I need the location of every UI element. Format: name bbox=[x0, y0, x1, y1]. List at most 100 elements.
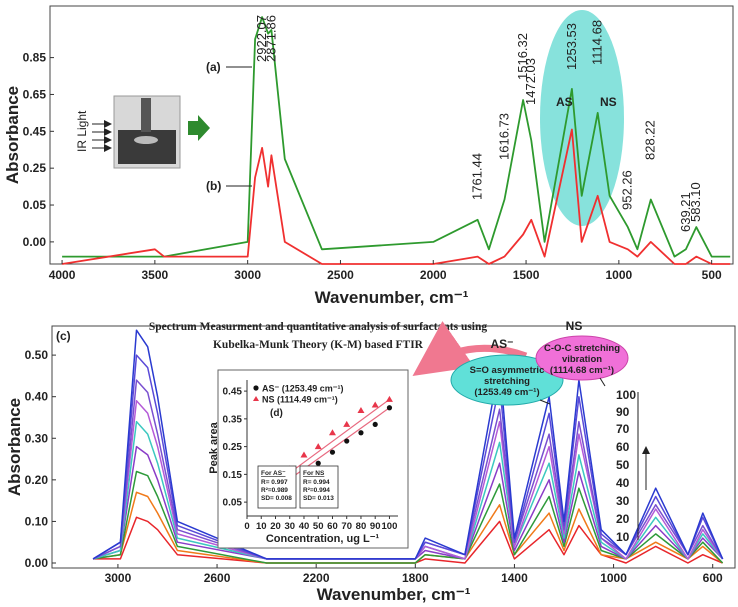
y-tick-label: 0.30 bbox=[25, 431, 49, 445]
x-axis-label: Concentration, ug L⁻¹ bbox=[266, 533, 380, 545]
ns-bubble bbox=[535, 335, 629, 381]
point bbox=[385, 395, 393, 402]
peak-label: 952.26 bbox=[620, 170, 635, 210]
x-tick-label: 80 bbox=[356, 521, 367, 532]
spectrum-line bbox=[61, 128, 731, 265]
point bbox=[357, 407, 365, 414]
y-tick-label: 0.05 bbox=[23, 198, 47, 212]
ns-bubble-text: vibration bbox=[562, 354, 602, 365]
green-arrow bbox=[188, 115, 210, 141]
peak-label: 1472.03 bbox=[523, 58, 538, 105]
stats-line: R= 0.994 bbox=[303, 479, 330, 486]
x-tick-label: 0 bbox=[244, 521, 249, 532]
stats-line: SD= 0.008 bbox=[261, 495, 292, 502]
x-tick-label: 60 bbox=[327, 521, 338, 532]
peak-label: 1253.53 bbox=[564, 23, 579, 70]
ns-bubble-text: C-O-C stretching bbox=[544, 343, 620, 354]
x-tick-label: 50 bbox=[313, 521, 324, 532]
legend-label: AS⁻ (1253.49 cm⁻¹) bbox=[262, 384, 344, 394]
y-tick-label: 0.00 bbox=[25, 556, 49, 570]
legend-label: 10 bbox=[616, 530, 630, 544]
stats-title: For AS⁻ bbox=[261, 470, 286, 477]
x-tick-label: 500 bbox=[702, 268, 722, 282]
peak-label: 583.10 bbox=[688, 182, 703, 222]
x-tick-label: 1500 bbox=[513, 268, 540, 282]
spectrum-line bbox=[92, 420, 724, 560]
series-label: (b) bbox=[206, 179, 221, 193]
bottom-panel: 3000 2600 2200 1800 1400 1000 6000.000.100.200… bbox=[5, 319, 736, 604]
y-tick-label: 0.00 bbox=[23, 235, 47, 249]
x-tick-label: 100 bbox=[382, 521, 398, 532]
x-tick-label: 1800 bbox=[402, 571, 429, 585]
point bbox=[358, 430, 364, 436]
peak-label: 2922.07 bbox=[254, 15, 269, 62]
x-tick-label: 1400 bbox=[501, 571, 528, 585]
x-tick-label: 4000 bbox=[49, 268, 76, 282]
peak-label: 1616.73 bbox=[496, 113, 511, 160]
y-tick-label: 0.50 bbox=[25, 348, 49, 362]
y-axis-label: Absorbance bbox=[3, 86, 22, 184]
highlight-ellipse bbox=[540, 10, 624, 226]
stats-line: SD= 0.013 bbox=[303, 495, 334, 502]
x-tick-label: 1000 bbox=[606, 268, 633, 282]
x-axis-label: Wavenumber, cm⁻¹ bbox=[315, 288, 469, 307]
x-tick-label: 1000 bbox=[600, 571, 627, 585]
stats-line: R= 0.997 bbox=[261, 479, 288, 486]
y-tick-label: 0.25 bbox=[223, 442, 243, 453]
point bbox=[344, 438, 350, 444]
plot-frame bbox=[51, 325, 736, 569]
inset-panel: AS⁻ (1253.49 cm⁻¹)NS (1114.49 cm⁻¹) 0 10 20… bbox=[208, 369, 409, 549]
point bbox=[315, 460, 321, 466]
spectrum-line bbox=[62, 16, 731, 258]
photo-disk bbox=[134, 136, 158, 144]
y-tick-label: 0.05 bbox=[223, 498, 243, 509]
as-title: AS⁻ bbox=[490, 337, 513, 351]
legend-marker bbox=[253, 396, 259, 401]
x-tick-label: 3500 bbox=[142, 268, 169, 282]
peak-label: 1516.32 bbox=[515, 33, 530, 80]
x-tick-label: 90 bbox=[370, 521, 381, 532]
spectrum-line bbox=[93, 516, 723, 564]
photo-probe bbox=[141, 98, 151, 132]
x-tick-label: 10 bbox=[256, 521, 267, 532]
y-axis-label: Peak area bbox=[208, 421, 220, 473]
ns-pointer bbox=[599, 377, 606, 387]
spectrum-line bbox=[92, 400, 724, 560]
x-tick-label: 20 bbox=[270, 521, 281, 532]
x-tick-label: 600 bbox=[703, 571, 723, 585]
spectrum-line bbox=[92, 445, 724, 560]
peak-label: 639.21 bbox=[678, 192, 693, 232]
point bbox=[329, 449, 336, 455]
point bbox=[300, 451, 308, 458]
ir-label: IR Light bbox=[75, 110, 89, 152]
y-tick-label: 0.20 bbox=[25, 473, 49, 487]
ns-label: NS bbox=[600, 95, 617, 109]
point bbox=[372, 421, 378, 428]
stats-title: For NS bbox=[303, 470, 325, 477]
x-tick-label: 2000 bbox=[420, 268, 447, 282]
y-tick-label: 0.15 bbox=[223, 470, 243, 481]
legend-marker bbox=[253, 385, 259, 391]
y-tick-label: 0.45 bbox=[23, 124, 47, 138]
stats-box bbox=[299, 465, 339, 509]
peak-label: 2871.86 bbox=[263, 15, 278, 62]
y-tick-label: 0.85 bbox=[23, 51, 47, 65]
peak-label: 1114.68 bbox=[590, 20, 605, 65]
legend-label: NS (1114.49 cm⁻¹) bbox=[262, 395, 338, 405]
ns-title: NS bbox=[566, 319, 583, 333]
y-tick-label: 0.65 bbox=[23, 87, 47, 101]
chart-title: Spectrum Measurment and quantitative ana… bbox=[149, 321, 488, 333]
y-axis-label: Absorbance bbox=[5, 398, 24, 496]
as-pointer bbox=[539, 399, 551, 405]
panel-label: (d) bbox=[270, 408, 283, 419]
as-bubble-text: stretching bbox=[484, 376, 530, 387]
stats-line: R²=0.994 bbox=[303, 487, 330, 494]
legend-label: 50 bbox=[616, 458, 630, 472]
point bbox=[328, 429, 336, 436]
y-tick-label: 0.35 bbox=[223, 414, 243, 425]
photo-dark bbox=[118, 130, 176, 164]
spectrum-line bbox=[92, 491, 724, 564]
series-label: (a) bbox=[206, 60, 221, 74]
point bbox=[386, 405, 393, 411]
